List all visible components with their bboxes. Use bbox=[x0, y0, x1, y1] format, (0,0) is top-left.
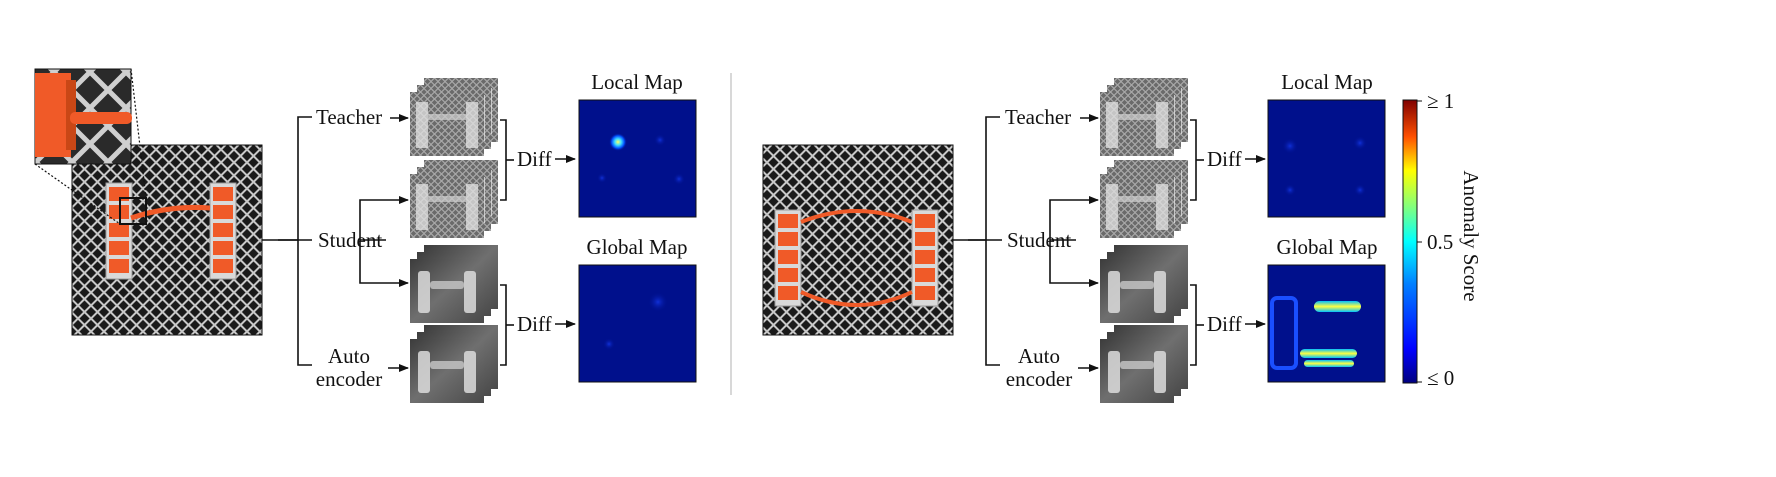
left-local-map bbox=[578, 99, 697, 218]
left-global-map-title: Global Map bbox=[587, 235, 688, 259]
right-local-map-title: Local Map bbox=[1281, 70, 1373, 94]
right-panel: Teacher Student Auto encoder bbox=[762, 70, 1386, 403]
right-encoder-label: encoder bbox=[1006, 367, 1072, 391]
colorbar: ≥ 1 0.5 ≤ 0 Anomaly Score bbox=[1402, 89, 1483, 390]
right-input-image bbox=[762, 144, 954, 336]
left-local-map-title: Local Map bbox=[591, 70, 683, 94]
left-panel: Teacher Student Auto encoder bbox=[34, 68, 697, 403]
right-student-features-2 bbox=[1100, 245, 1188, 323]
left-input-image bbox=[71, 144, 263, 336]
right-diff-top-label: Diff bbox=[1207, 147, 1242, 171]
right-teacher-features bbox=[1100, 78, 1188, 156]
right-global-map bbox=[1267, 264, 1386, 383]
colorbar-title: Anomaly Score bbox=[1459, 170, 1483, 301]
right-student-features-1 bbox=[1100, 160, 1188, 238]
colorbar-tick-max: ≥ 1 bbox=[1427, 89, 1454, 113]
colorbar-tick-min: ≤ 0 bbox=[1427, 366, 1454, 390]
left-teacher-label: Teacher bbox=[316, 105, 382, 129]
left-global-map bbox=[578, 264, 697, 383]
right-local-map bbox=[1267, 99, 1386, 218]
left-student-features-1 bbox=[410, 160, 498, 238]
right-autoencoder-features bbox=[1100, 325, 1188, 403]
colorbar-tick-mid: 0.5 bbox=[1427, 230, 1453, 254]
right-auto-label: Auto bbox=[1018, 344, 1060, 368]
left-diff-top-label: Diff bbox=[517, 147, 552, 171]
left-teacher-features bbox=[410, 78, 498, 156]
left-autoencoder-features bbox=[410, 325, 498, 403]
left-auto-label: Auto bbox=[328, 344, 370, 368]
left-diff-bottom-label: Diff bbox=[517, 312, 552, 336]
left-encoder-label: encoder bbox=[316, 367, 382, 391]
left-student-features-2 bbox=[410, 245, 498, 323]
right-diff-bottom-label: Diff bbox=[1207, 312, 1242, 336]
right-global-map-title: Global Map bbox=[1277, 235, 1378, 259]
left-zoom-inset bbox=[34, 68, 147, 225]
right-teacher-label: Teacher bbox=[1005, 105, 1071, 129]
